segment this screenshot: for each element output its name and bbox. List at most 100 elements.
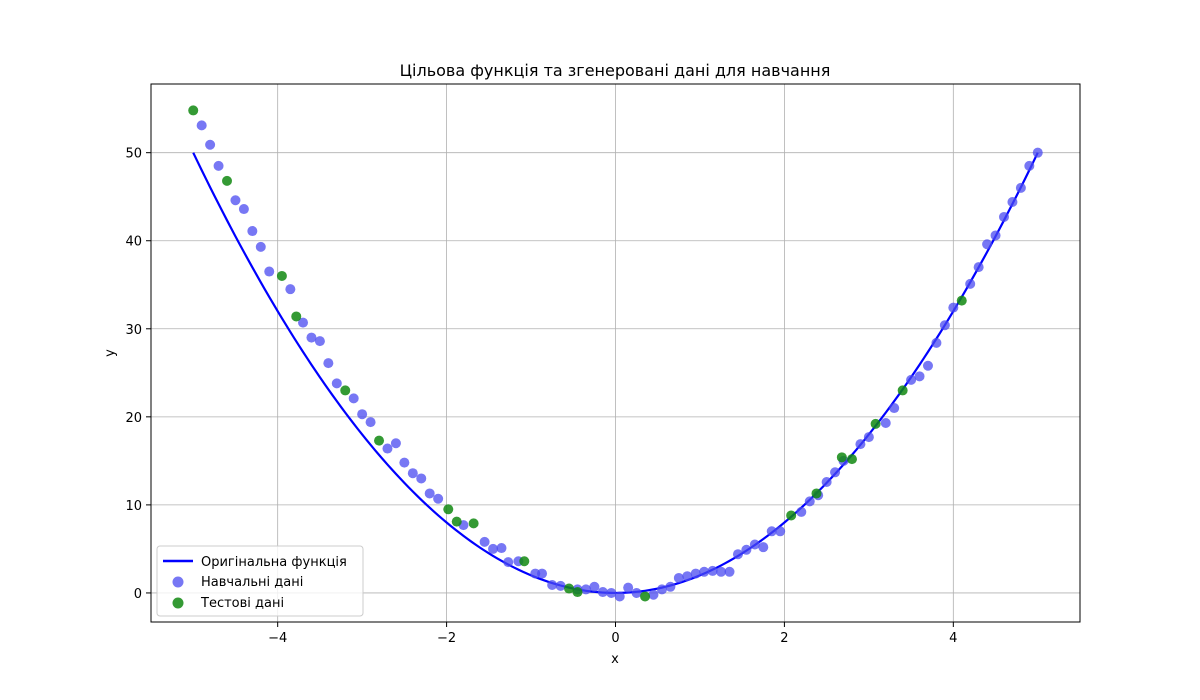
training-points-layer [196,120,1043,602]
training-point [382,443,393,454]
legend-test-swatch [172,597,184,609]
training-point [998,211,1009,222]
training-point [939,320,950,331]
x-tick-label: 0 [611,631,619,646]
training-point [830,467,841,478]
training-point [855,439,866,450]
test-point [276,270,287,281]
training-point [285,284,296,295]
training-point [433,493,444,504]
training-point [1007,196,1018,207]
training-point [914,371,925,382]
training-point [205,139,216,150]
training-point [690,568,701,579]
training-point [665,581,676,592]
training-point [479,536,490,547]
training-point [306,332,317,343]
test-point [836,452,847,463]
test-point [222,175,233,186]
training-point [796,506,807,517]
test-point [811,488,822,499]
training-point [889,403,900,414]
test-point [897,385,908,396]
y-tick-label: 10 [125,499,142,514]
test-point [870,418,881,429]
training-point [357,409,368,420]
training-point [238,204,249,215]
training-point [749,539,760,550]
training-point [863,432,874,443]
training-point [804,496,815,507]
training-point [775,526,786,537]
training-point [948,302,959,313]
x-axis-ticks: −4 −2 0 2 4 [268,622,957,646]
x-axis-label: x [611,652,619,667]
training-point [724,566,735,577]
test-points-layer [188,105,967,602]
test-point [188,105,199,116]
training-point [424,488,435,499]
training-point [922,360,933,371]
training-point [758,542,769,553]
grid-lines [151,84,1080,622]
training-point [606,587,617,598]
training-point [931,337,942,348]
y-tick-label: 20 [125,411,142,426]
test-point [786,510,797,521]
training-point [906,374,917,385]
training-point [766,526,777,537]
training-point [503,557,514,568]
training-point [196,120,207,131]
test-point [443,504,454,515]
training-point [407,468,418,479]
x-tick-label: 4 [949,631,957,646]
y-axis-label: y [103,349,118,357]
training-point [699,566,710,577]
legend-entry-test: Тестові дані [200,596,284,611]
training-point [348,393,359,404]
x-tick-label: −2 [437,631,456,646]
training-point [365,417,376,428]
test-point [291,311,302,322]
test-point [572,587,583,598]
training-point [707,565,718,576]
training-point [580,584,591,595]
legend-entry-function: Оригінальна функція [201,555,347,570]
training-point [537,568,548,579]
training-point [247,226,258,237]
y-tick-label: 30 [125,323,142,338]
training-point [982,239,993,250]
training-point [255,241,266,252]
training-point [648,589,659,600]
test-point [519,556,530,567]
training-point [264,266,275,277]
training-point [623,582,634,593]
legend: Оригінальна функція Навчальні дані Тесто… [156,545,364,617]
y-tick-label: 40 [125,235,142,250]
legend-box [156,545,364,617]
training-point [298,317,309,328]
test-point [640,591,651,602]
training-point [496,543,507,554]
test-point [564,583,575,594]
training-point [488,543,499,554]
y-axis-ticks: 0 10 20 30 40 50 [125,147,151,602]
training-point [547,580,558,591]
training-point [399,457,410,468]
legend-training-swatch [172,576,184,588]
test-point [956,295,967,306]
training-point [990,230,1001,241]
test-point [374,435,385,446]
legend-entry-training: Навчальні дані [201,575,303,590]
y-tick-label: 0 [134,587,142,602]
training-point [732,549,743,560]
test-point [451,516,462,527]
training-point [821,477,832,487]
training-point [314,336,325,347]
training-point [390,438,401,449]
test-point [340,385,351,396]
training-point [965,278,976,289]
x-tick-label: 2 [780,631,788,646]
training-point [1024,160,1035,171]
training-point [973,262,984,273]
